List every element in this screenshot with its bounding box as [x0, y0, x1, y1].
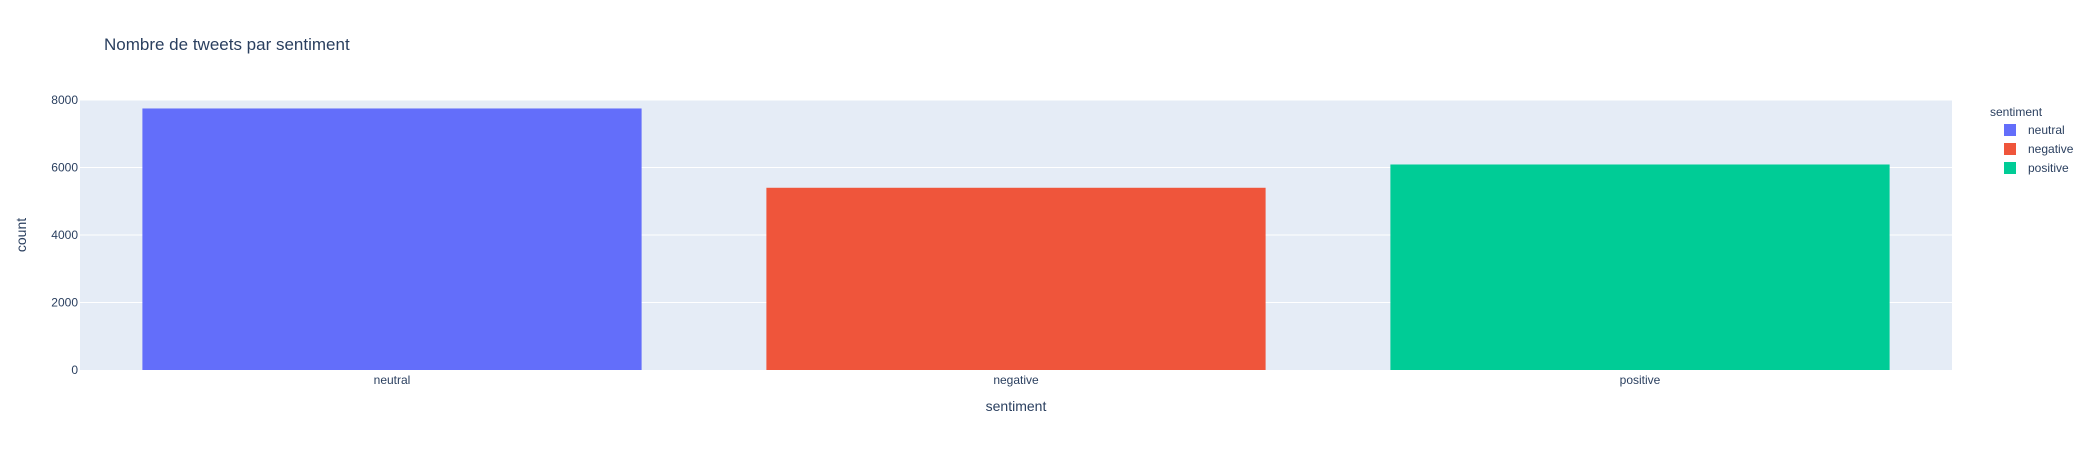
x-axis-tick-labels: neutral negative positive [374, 373, 1661, 387]
legend-label-negative[interactable]: negative [2028, 142, 2074, 156]
legend: sentiment neutral negative positive [1990, 105, 2074, 175]
y-tick-label: 6000 [51, 161, 78, 175]
legend-title: sentiment [1990, 105, 2043, 119]
y-tick-label: 0 [71, 363, 78, 377]
bar-neutral[interactable] [142, 108, 642, 371]
y-axis-title: count [13, 218, 29, 252]
x-tick-label-positive: positive [1620, 373, 1661, 387]
legend-swatch-positive[interactable] [2004, 162, 2016, 174]
bar-negative[interactable] [766, 187, 1266, 370]
bar-positive[interactable] [1390, 164, 1890, 370]
y-tick-label: 2000 [51, 296, 78, 310]
x-tick-label-negative: negative [993, 373, 1039, 387]
y-axis-tick-labels: 0 2000 4000 6000 8000 [51, 93, 78, 377]
y-tick-label: 4000 [51, 228, 78, 242]
x-axis-title: sentiment [986, 398, 1047, 414]
legend-items: neutral negative positive [2004, 123, 2074, 175]
chart-title: Nombre de tweets par sentiment [104, 35, 350, 54]
legend-label-positive[interactable]: positive [2028, 161, 2069, 175]
legend-label-neutral[interactable]: neutral [2028, 123, 2065, 137]
bars [142, 108, 1890, 371]
y-tick-label: 8000 [51, 93, 78, 107]
x-tick-label-neutral: neutral [374, 373, 411, 387]
legend-swatch-neutral[interactable] [2004, 124, 2016, 136]
legend-swatch-negative[interactable] [2004, 143, 2016, 155]
